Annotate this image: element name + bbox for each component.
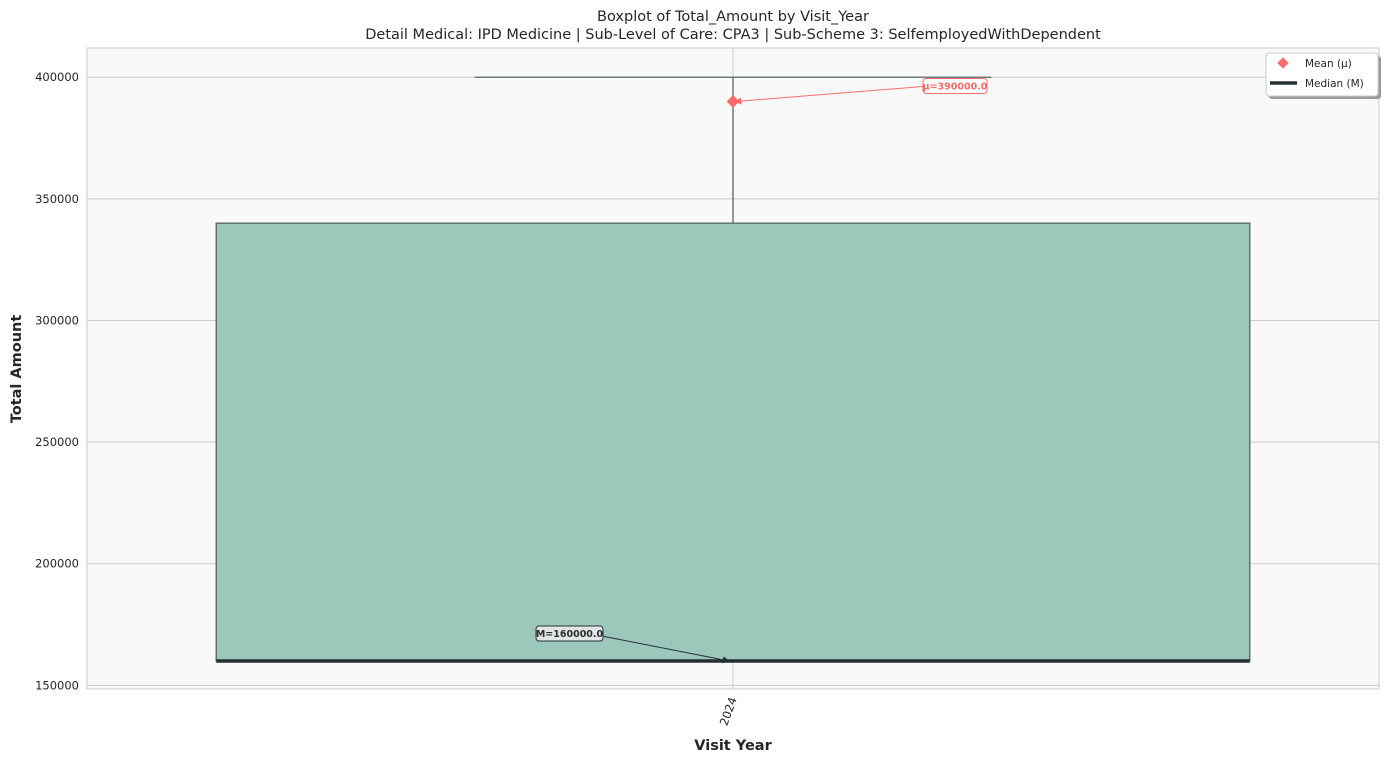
chart-title: Boxplot of Total_Amount by Visit_Year	[597, 9, 869, 25]
y-tick-label: 200000	[35, 557, 79, 571]
chart-subtitle: Detail Medical: IPD Medicine | Sub-Level…	[365, 27, 1101, 43]
median-annotation-arrow	[601, 635, 730, 664]
y-axis-ticks: 150000 200000 250000 300000 350000 400000	[35, 70, 79, 692]
y-tick-label: 400000	[35, 70, 79, 84]
y-tick-label: 150000	[35, 678, 79, 692]
y-tick-label: 300000	[35, 313, 79, 327]
median-annotation-box	[535, 625, 604, 642]
legend-box	[1265, 52, 1379, 97]
mean-annotation-arrow	[734, 86, 924, 105]
mean-annotation-box	[922, 78, 988, 95]
mean-annotation-label: μ=390000.0	[923, 82, 988, 93]
legend-mean-label: Mean (μ)	[1305, 58, 1352, 70]
legend-mean-marker	[1277, 57, 1289, 69]
legend: Mean (μ) Median (M)	[1265, 52, 1381, 99]
y-tick-label: 250000	[35, 435, 79, 449]
x-tick-label: 2024	[717, 695, 740, 727]
y-tick-label: 350000	[35, 192, 79, 206]
x-axis-ticks: 2024	[717, 695, 740, 727]
box-group	[215, 76, 1251, 663]
x-axis-label: Visit Year	[694, 738, 772, 754]
legend-median-label: Median (M)	[1305, 78, 1364, 90]
median-annotation-label: M=160000.0	[536, 629, 604, 640]
box-iqr	[215, 222, 1251, 662]
y-axis-label: Total Amount	[9, 315, 25, 424]
annotations: μ=390000.0 M=160000.0	[535, 78, 988, 664]
